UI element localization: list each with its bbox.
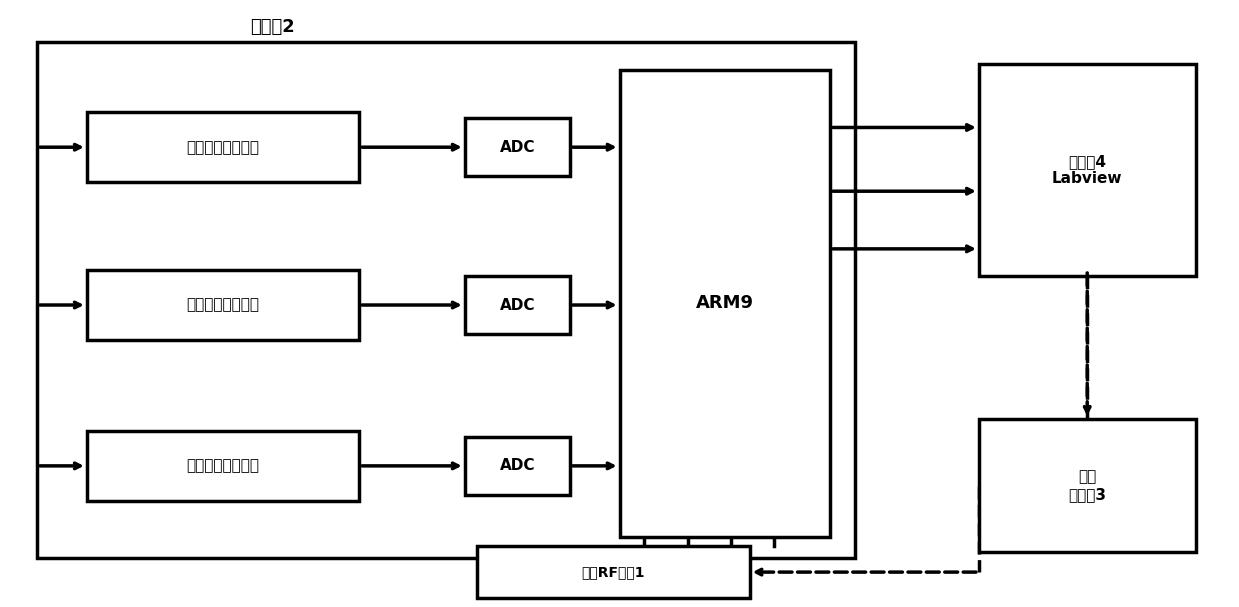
FancyBboxPatch shape — [37, 42, 855, 558]
FancyBboxPatch shape — [87, 112, 359, 182]
Text: 反射功率探头模块: 反射功率探头模块 — [187, 458, 259, 473]
Text: 输入功率探头模块: 输入功率探头模块 — [187, 140, 259, 155]
Text: 同轴RF开兰1: 同轴RF开兰1 — [581, 565, 646, 579]
FancyBboxPatch shape — [465, 437, 570, 495]
FancyBboxPatch shape — [620, 70, 830, 537]
FancyBboxPatch shape — [465, 118, 570, 176]
Text: 控制刨2: 控制刨2 — [250, 18, 295, 36]
Text: ADC: ADC — [499, 140, 535, 155]
FancyBboxPatch shape — [87, 431, 359, 501]
Text: ADC: ADC — [499, 458, 535, 473]
FancyBboxPatch shape — [979, 419, 1196, 552]
FancyBboxPatch shape — [477, 546, 750, 598]
Text: 上位机4
Labview: 上位机4 Labview — [1052, 154, 1123, 186]
Text: 输出功率探头模块: 输出功率探头模块 — [187, 297, 259, 313]
FancyBboxPatch shape — [979, 64, 1196, 276]
FancyBboxPatch shape — [87, 270, 359, 340]
Text: ADC: ADC — [499, 297, 535, 313]
Text: 开关
控制刨3: 开关 控制刨3 — [1068, 469, 1106, 502]
Text: ARM9: ARM9 — [696, 294, 753, 313]
FancyBboxPatch shape — [465, 276, 570, 334]
